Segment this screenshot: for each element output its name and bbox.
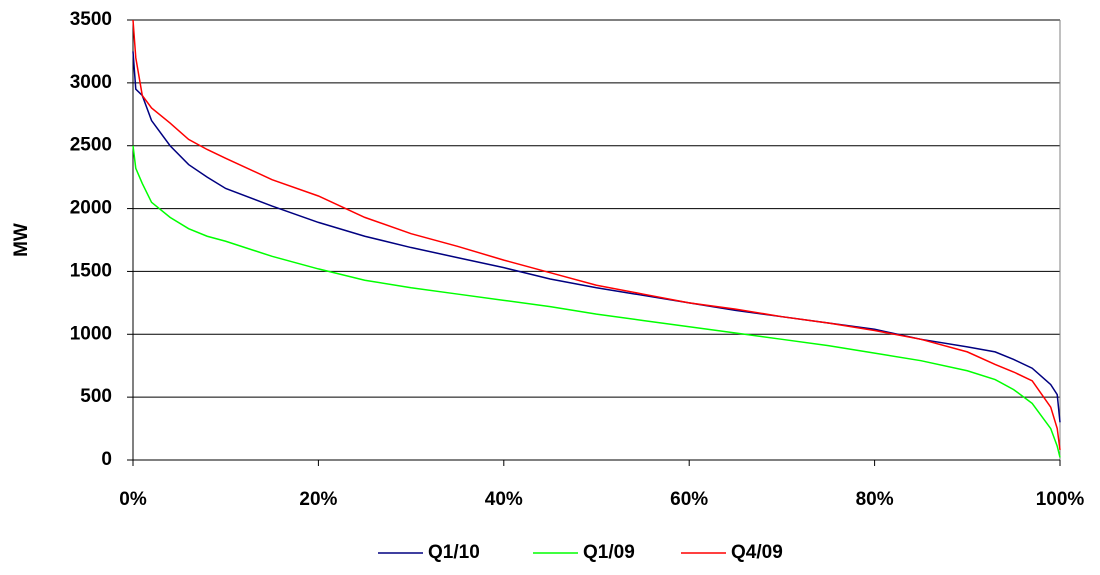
- x-tick-label: 100%: [1036, 489, 1085, 510]
- y-axis-label: MW: [11, 223, 32, 257]
- x-tick-label: 0%: [119, 489, 147, 510]
- series-line: [132, 19, 1061, 451]
- y-tick-label: 1000: [70, 323, 112, 344]
- x-tick-label: 80%: [856, 489, 894, 510]
- legend-label: Q1/09: [583, 542, 635, 563]
- y-tick-label: 1500: [70, 260, 112, 281]
- y-tick-label: 2500: [70, 135, 112, 156]
- series-line: [132, 145, 1061, 458]
- y-tick-label: 3000: [70, 72, 112, 93]
- x-tick-label: 40%: [485, 489, 523, 510]
- x-tick-label: 60%: [670, 489, 708, 510]
- y-tick-label: 3500: [70, 9, 112, 30]
- y-tick-label: 2000: [70, 198, 112, 219]
- y-tick-label: 0: [101, 449, 112, 470]
- y-tick-label: 500: [80, 386, 112, 407]
- x-tick-label: 20%: [299, 489, 337, 510]
- legend-label: Q4/09: [731, 542, 783, 563]
- series-line: [132, 51, 1061, 423]
- legend-label: Q1/10: [428, 542, 480, 563]
